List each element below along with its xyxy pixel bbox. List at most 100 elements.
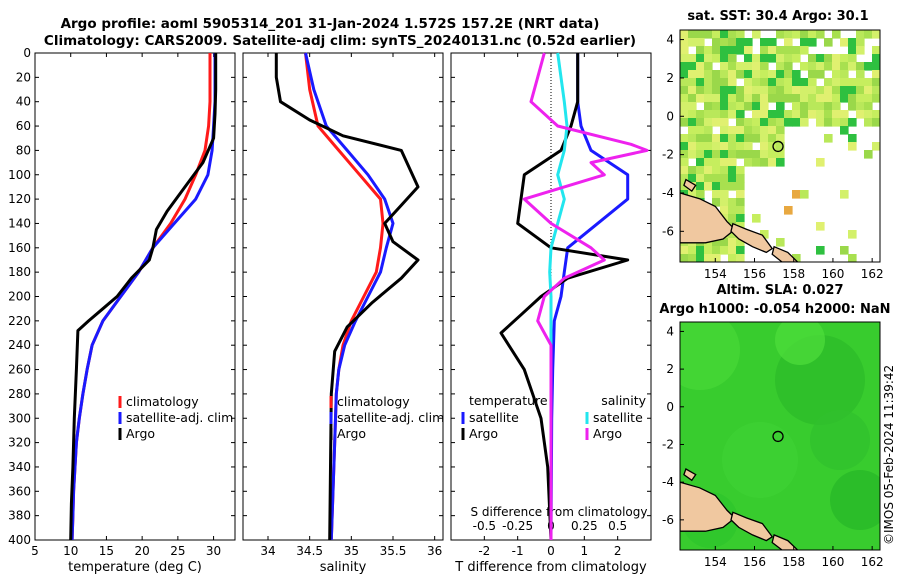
sst-cell xyxy=(768,46,777,55)
temperature-legend-label: Argo xyxy=(126,426,155,441)
sst-cell xyxy=(712,102,721,111)
salinity-xtick-label: 34.5 xyxy=(296,544,323,558)
sst-cell xyxy=(720,246,729,255)
sst-cell xyxy=(760,230,769,239)
sst-cell xyxy=(832,102,841,111)
legend-left-label: Argo xyxy=(469,426,498,441)
difference-xtick-label: 2 xyxy=(614,544,622,558)
sst-cell xyxy=(784,38,793,47)
sst-cell xyxy=(776,118,785,127)
sst-cell xyxy=(800,94,809,103)
sst-cell xyxy=(736,206,745,215)
sst-cell xyxy=(856,70,865,79)
legend-left-title: temperature xyxy=(469,393,548,408)
sst-cell xyxy=(736,94,745,103)
sst-map-field xyxy=(680,30,880,262)
sst-cell xyxy=(752,110,761,119)
sst-cell xyxy=(720,38,729,47)
sst-cell xyxy=(840,118,849,127)
sst-cell xyxy=(696,54,705,63)
sst-cell xyxy=(744,126,753,135)
sst-cell xyxy=(728,238,737,247)
sst-cell xyxy=(856,30,865,39)
sst-cell xyxy=(768,118,777,127)
sst-map-ytick-label: -2 xyxy=(662,148,674,162)
sst-cell xyxy=(808,102,817,111)
sst-cell xyxy=(784,110,793,119)
sst-cell xyxy=(696,94,705,103)
sst-cell xyxy=(848,142,857,151)
sst-cell xyxy=(680,30,689,39)
sst-cell xyxy=(752,134,761,143)
sst-cell xyxy=(808,110,817,119)
sst-cell xyxy=(832,70,841,79)
sla-map-field xyxy=(680,322,880,550)
land-mass xyxy=(683,468,697,482)
sst-cell xyxy=(864,62,873,71)
sst-map-xtick-label: 162 xyxy=(861,267,884,281)
sst-cell xyxy=(720,198,729,207)
sst-cell xyxy=(808,62,817,71)
sst-cell xyxy=(680,102,689,111)
sst-map-ytick-label: -4 xyxy=(662,186,674,200)
sst-cell xyxy=(720,54,729,63)
sst-cell xyxy=(728,166,737,175)
sst-cell xyxy=(728,230,737,239)
sst-cell xyxy=(736,134,745,143)
sst-cell xyxy=(704,118,713,127)
difference-x2tick-label: -0.5 xyxy=(473,519,496,533)
sst-cell xyxy=(704,142,713,151)
temperature-xlabel: temperature (deg C) xyxy=(68,560,202,575)
sla-map-xtick-label: 158 xyxy=(782,555,805,569)
map-panels: 154 156 158 160 162 -6 -4 -2 0 2 4 sat. SST: 30.4 A… xyxy=(659,9,890,569)
sst-cell xyxy=(712,182,721,191)
sst-cell xyxy=(832,86,841,95)
sla-blob xyxy=(810,410,870,470)
sst-map-argo-marker xyxy=(772,140,784,153)
difference-xlabel: T difference from climatology xyxy=(454,560,647,575)
sst-cell xyxy=(728,78,737,87)
sst-cell xyxy=(856,102,865,111)
sst-cell xyxy=(736,214,745,223)
sst-cell xyxy=(752,30,761,39)
sst-cell xyxy=(696,134,705,143)
sst-cell xyxy=(864,118,873,127)
sst-cell xyxy=(728,102,737,111)
sst-cell xyxy=(744,46,753,55)
sst-cell xyxy=(736,110,745,119)
sst-cell xyxy=(752,62,761,71)
sst-cell xyxy=(864,150,873,159)
sst-cell xyxy=(744,86,753,95)
sst-cell xyxy=(800,86,809,95)
sst-cell xyxy=(856,46,865,55)
sst-cell xyxy=(696,62,705,71)
sst-cell xyxy=(696,246,705,255)
salinity-xtick-label: 34 xyxy=(260,544,275,558)
sst-cell xyxy=(720,110,729,119)
sst-cell xyxy=(712,46,721,55)
sst-cell xyxy=(680,166,689,175)
sst-cell xyxy=(856,62,865,71)
temperature-series-2 xyxy=(69,53,218,541)
sst-cell xyxy=(864,94,873,103)
sst-cell xyxy=(704,158,713,167)
sst-cell xyxy=(688,78,697,87)
sst-cell xyxy=(688,62,697,71)
temperature-xtick-label: 15 xyxy=(99,544,114,558)
sst-cell xyxy=(680,118,689,127)
sst-cell xyxy=(696,46,705,55)
sst-cell xyxy=(864,30,873,39)
sst-cell xyxy=(776,46,785,55)
sst-cell xyxy=(784,118,793,127)
sst-cell xyxy=(728,198,737,207)
sst-cell xyxy=(760,134,769,143)
sst-map-ytick-label: 0 xyxy=(666,109,674,123)
sst-cell xyxy=(832,54,841,63)
sst-cell xyxy=(712,118,721,127)
sst-cell xyxy=(712,166,721,175)
sst-cell xyxy=(776,94,785,103)
sst-cell xyxy=(736,62,745,71)
sst-cell xyxy=(736,182,745,191)
sst-cell xyxy=(688,118,697,127)
sst-cell xyxy=(744,62,753,71)
